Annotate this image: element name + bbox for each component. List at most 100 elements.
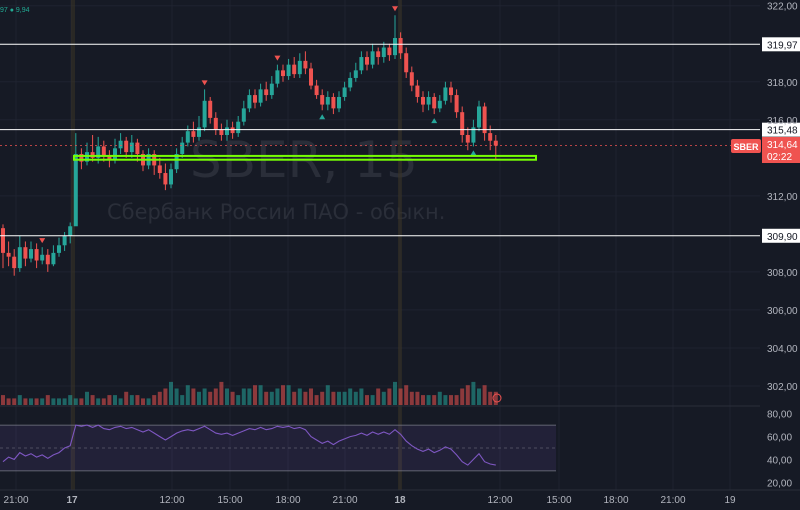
volume-bar xyxy=(325,385,330,405)
level-label: 309,90 xyxy=(767,232,798,243)
candle-body xyxy=(236,121,241,134)
bar-countdown-label: 02:22 xyxy=(767,152,792,163)
candle-body xyxy=(17,247,22,269)
candle-body xyxy=(241,108,246,122)
candle-body xyxy=(286,64,291,77)
buy-signal-marker xyxy=(431,118,438,124)
volume-bar xyxy=(297,388,302,405)
session-separators xyxy=(71,0,402,490)
candle-body xyxy=(1,228,5,253)
price-tick-label: 304,00 xyxy=(767,344,798,355)
candle-body xyxy=(337,96,341,109)
buy-signal-marker xyxy=(319,114,326,120)
volume-bar xyxy=(191,388,196,405)
candle-body xyxy=(73,154,78,227)
candle-body xyxy=(185,131,190,143)
volume-bar xyxy=(208,391,213,405)
volume-bar xyxy=(264,391,269,405)
candle-body xyxy=(202,100,207,128)
candle-body xyxy=(247,95,252,109)
candle-body xyxy=(62,235,67,246)
candle-body xyxy=(409,72,414,86)
time-tick-label: 19 xyxy=(724,495,736,506)
candle-body xyxy=(23,247,28,259)
candle-body xyxy=(107,155,112,160)
price-axis[interactable]: 322,00 318,00 316,00 312,00 308,00 306,00 304,… xyxy=(767,2,798,490)
volume-bar xyxy=(365,395,369,405)
volume-bar xyxy=(157,391,162,405)
volume-bar xyxy=(85,391,89,405)
volume-bar xyxy=(241,388,246,405)
level-label: 315,48 xyxy=(767,126,798,137)
candle-body xyxy=(454,95,459,113)
time-axis[interactable]: 21:00 17 12:00 15:00 18:00 21:00 18 12:00 15:00 1… xyxy=(0,489,800,506)
horizontal-levels: 319,97 315,48 309,90 xyxy=(0,37,800,243)
volume-bar xyxy=(17,395,22,405)
support-zone-box xyxy=(73,154,537,161)
candle-body xyxy=(34,249,39,261)
volume-bar xyxy=(381,391,386,405)
candle-body xyxy=(370,51,375,65)
level-label-box xyxy=(762,228,800,243)
candle-body xyxy=(353,70,358,78)
volume-settings-icon[interactable] xyxy=(492,393,502,403)
volume-bar xyxy=(247,388,252,405)
candle-body xyxy=(51,252,56,265)
volume-bar xyxy=(62,398,67,405)
candle-body xyxy=(157,165,162,174)
candle-body xyxy=(253,95,257,103)
buy-signal-marker xyxy=(470,150,477,156)
candle-body xyxy=(359,57,364,71)
volume-bar xyxy=(45,395,50,405)
price-tick-label: 316,00 xyxy=(767,116,798,127)
volume-bar xyxy=(6,398,11,405)
level-label-box xyxy=(762,122,800,137)
time-tick-label: 18:00 xyxy=(603,495,628,506)
time-tick-label: 12:00 xyxy=(487,495,512,506)
candle-body xyxy=(113,148,117,160)
volume-bar xyxy=(185,385,190,405)
volume-bar xyxy=(331,391,336,405)
volume-bar xyxy=(482,385,487,405)
volume-settings-ring xyxy=(492,393,502,403)
volume-bar xyxy=(79,398,84,405)
price-tick-label: 306,00 xyxy=(767,306,798,317)
volume-bar xyxy=(107,395,112,405)
candle-body xyxy=(437,100,442,109)
symbol-badge-label: SBER xyxy=(733,142,759,152)
time-tick-label: 18:00 xyxy=(275,495,300,506)
rsi-tick-label: 60,00 xyxy=(767,433,792,444)
volume-bar xyxy=(493,391,498,405)
volume-bar xyxy=(219,381,224,405)
volume-bar xyxy=(129,395,134,405)
candle-body xyxy=(269,83,274,96)
candle-body xyxy=(325,96,330,105)
candle-body xyxy=(482,106,487,134)
candle-body xyxy=(281,70,285,77)
candle-body xyxy=(12,256,17,269)
candle-body xyxy=(57,245,61,253)
candle-body xyxy=(180,142,185,155)
volume-bar xyxy=(443,395,448,405)
rsi-tick-label: 20,00 xyxy=(767,478,792,489)
volume-bar xyxy=(253,385,257,405)
volume-bar xyxy=(387,388,392,405)
candle-body xyxy=(460,112,465,135)
volume-bar xyxy=(169,381,173,405)
candle-body xyxy=(331,96,336,109)
time-tick-label: 18 xyxy=(394,495,406,506)
volume-bars xyxy=(1,381,498,405)
candle-body xyxy=(197,127,201,137)
volume-bar xyxy=(124,391,129,405)
candle-body xyxy=(79,154,84,162)
candle-body xyxy=(421,96,425,105)
symbol-badge xyxy=(731,139,761,153)
volume-bar xyxy=(275,388,280,405)
candles xyxy=(1,15,498,276)
volume-bar xyxy=(236,395,241,405)
current-price-label: 314,64 xyxy=(767,140,798,151)
candle-body xyxy=(493,140,498,146)
time-tick-label: 17 xyxy=(66,495,78,506)
volume-bar xyxy=(40,398,45,405)
